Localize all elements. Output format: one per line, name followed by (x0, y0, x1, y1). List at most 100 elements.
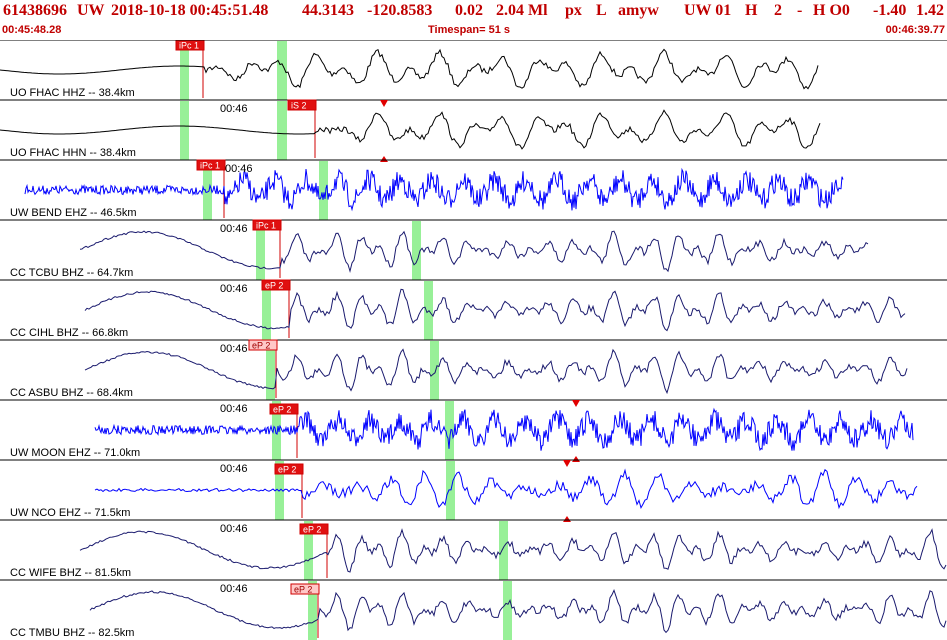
arrival-window (266, 341, 275, 400)
latitude: 44.3143 (302, 2, 354, 19)
waveform-trace (79, 528, 947, 573)
arrival-window (445, 401, 454, 460)
station-label: CC TMBU BHZ -- 82.5km (10, 627, 134, 639)
end-time: 00:46:39.77 (885, 24, 945, 36)
flags-px: px (565, 2, 582, 19)
depth: 0.02 (455, 2, 483, 19)
timespan: Timespan= 51 s (428, 24, 511, 36)
amplitude-marker-down-icon (563, 460, 571, 467)
station-label: UW MOON EHZ -- 71.0km (10, 447, 140, 459)
minute-mark: 00:46 (220, 403, 248, 415)
minute-mark: 00:46 (220, 523, 248, 535)
pick-label: iS 2 (291, 101, 307, 111)
waveform-trace (0, 109, 821, 150)
minute-mark: 00:46 (220, 103, 248, 115)
amplitude-marker-up-icon (563, 516, 571, 522)
waveform-trace (94, 407, 914, 452)
pick-label: iPc 1 (200, 161, 220, 171)
flags-uw01: UW 01 (684, 2, 732, 19)
pick-label-box[interactable] (274, 463, 304, 475)
arrival-window (412, 221, 421, 280)
minute-mark: 00:46 (225, 163, 253, 175)
arrival-window (430, 341, 439, 400)
flags-l: L (596, 2, 607, 19)
minute-mark: 00:46 (220, 343, 248, 355)
pick-label: eP 2 (294, 585, 312, 595)
arrival-window (277, 101, 287, 160)
channel-panel[interactable]: eP 2 00:46 UW NCO EHZ -- 71.5km (0, 459, 947, 522)
flags-ho0: H O0 (813, 2, 850, 19)
arrival-window (256, 221, 265, 280)
waveform-trace (84, 288, 906, 332)
pick-label-box[interactable] (290, 583, 320, 595)
pick-label-box[interactable] (269, 403, 299, 415)
pick-label-box[interactable] (248, 339, 278, 351)
amplitude-marker-up-icon (572, 456, 580, 462)
magnitude: 2.04 Ml (496, 2, 548, 19)
minute-mark: 00:46 (220, 583, 248, 595)
event-id: 61438696 (3, 2, 67, 19)
amplitude-marker-down-icon (572, 400, 580, 407)
flags-h: H (745, 2, 758, 19)
channel-panel[interactable]: iPc 1 UO FHAC HHZ -- 38.4km (0, 40, 819, 100)
channel-panel[interactable]: eP 2 00:46 CC WIFE BHZ -- 81.5km (0, 519, 947, 580)
channel-panel[interactable]: iS 2 00:46 UO FHAC HHN -- 38.4km (0, 99, 947, 162)
station-label: CC CIHL BHZ -- 66.8km (10, 327, 128, 339)
pick-label: iPc 1 (256, 221, 276, 231)
residual-1: -1.40 (873, 2, 907, 19)
pick-label: eP 2 (303, 525, 321, 535)
pick-label-box[interactable] (196, 159, 226, 171)
network-code: UW (77, 2, 105, 19)
residual-2: 1.42 (916, 2, 944, 19)
channel-panel[interactable]: eP 2 00:46 UW MOON EHZ -- 71.0km (0, 399, 947, 462)
pick-label-box[interactable] (287, 99, 317, 111)
arrival-window (308, 581, 317, 640)
channel-panel[interactable]: iPc 1 00:46 UW BEND EHZ -- 46.5km (0, 159, 947, 220)
pick-label-box[interactable] (261, 279, 291, 291)
arrival-window (272, 401, 281, 460)
seismogram-panel[interactable]: iPc 1 UO FHAC HHZ -- 38.4km iS 2 00:46 UO FH… (0, 40, 947, 640)
flags-2: 2 (774, 2, 782, 19)
pick-label: eP 2 (273, 405, 291, 415)
pick-label: eP 2 (278, 465, 296, 475)
event-header: 61438696 UW 2018-10-18 00:45:51.48 44.31… (0, 0, 947, 22)
arrival-window (503, 581, 512, 640)
channel-panel[interactable]: eP 2 00:46 CC TMBU BHZ -- 82.5km (0, 579, 947, 640)
arrival-window (319, 161, 328, 220)
pick-label-box[interactable] (175, 40, 205, 51)
station-label: UO FHAC HHZ -- 38.4km (10, 87, 135, 99)
waveform-trace (94, 468, 918, 510)
waveform-trace (79, 230, 869, 273)
pick-label: iPc 1 (179, 41, 199, 51)
longitude: -120.8583 (367, 2, 433, 19)
arrival-window (262, 281, 271, 340)
start-time: 00:45:48.28 (2, 24, 62, 36)
waveform-trace (89, 589, 947, 634)
station-label: CC ASBU BHZ -- 68.4km (10, 387, 133, 399)
arrival-window (180, 41, 189, 100)
pick-label-box[interactable] (252, 219, 282, 231)
amplitude-marker-up-icon (380, 156, 388, 162)
amplitude-marker-down-icon (380, 100, 388, 107)
operator: amyw (618, 2, 659, 19)
pick-label-box[interactable] (299, 523, 329, 535)
station-label: UO FHAC HHN -- 38.4km (10, 147, 136, 159)
channel-panel[interactable]: eP 2 00:46 CC CIHL BHZ -- 66.8km (0, 279, 947, 340)
minute-mark: 00:46 (220, 283, 248, 295)
pick-label: eP 2 (265, 281, 283, 291)
origin-datetime: 2018-10-18 00:45:51.48 (111, 2, 269, 19)
channel-panel[interactable]: iPc 1 00:46 CC TCBU BHZ -- 64.7km (0, 219, 947, 280)
waveform-trace (84, 348, 908, 395)
station-label: UW BEND EHZ -- 46.5km (10, 207, 137, 219)
minute-mark: 00:46 (220, 463, 248, 475)
station-label: CC TCBU BHZ -- 64.7km (10, 267, 133, 279)
minute-mark: 00:46 (220, 223, 248, 235)
flags-dash: - (797, 2, 803, 19)
station-label: CC WIFE BHZ -- 81.5km (10, 567, 131, 579)
arrival-window (180, 101, 189, 160)
station-label: UW NCO EHZ -- 71.5km (10, 507, 130, 519)
channel-panel[interactable]: eP 2 00:46 CC ASBU BHZ -- 68.4km (0, 339, 947, 400)
arrival-window (277, 41, 287, 100)
arrival-window (446, 461, 455, 520)
waveform-trace (0, 48, 819, 90)
